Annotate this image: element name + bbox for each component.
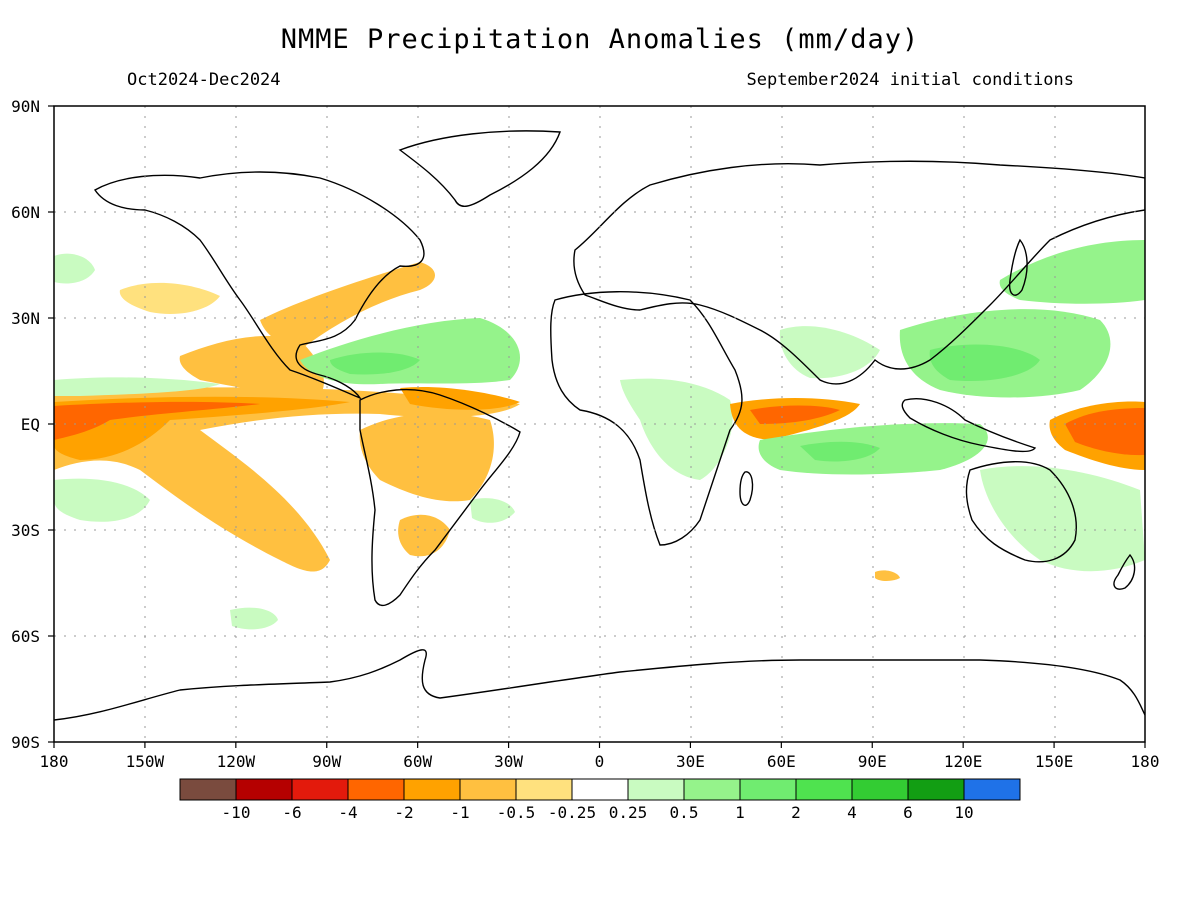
- colorbar-swatch: [179, 778, 237, 801]
- anomaly-south-pacific-small-wet: [230, 607, 278, 630]
- lat-label: 90S: [11, 733, 40, 752]
- colorbar-swatch: [683, 778, 741, 801]
- anomaly-amazon-dry: [359, 413, 494, 502]
- axis-ticks: [48, 105, 1146, 748]
- anomaly-east-pacific-dry-strong: [54, 401, 260, 440]
- coast-north-america: [93, 171, 425, 400]
- colorbar-label: 10: [954, 803, 973, 822]
- anomaly-west-indian-dry-core: [750, 405, 840, 424]
- colorbar-label: 1: [735, 803, 745, 822]
- lon-label: 60W: [403, 752, 432, 771]
- colorbar-swatch: [627, 778, 685, 801]
- latitude-labels: 90N 60N 30N EQ 30S 60S 90S: [11, 97, 40, 752]
- lon-label: 60E: [767, 752, 796, 771]
- lon-label: 180: [40, 752, 69, 771]
- map-title: NMME Precipitation Anomalies (mm/day): [280, 24, 920, 55]
- anomaly-south-pacific-wet: [54, 478, 150, 522]
- colorbar-label: -1: [450, 803, 469, 822]
- colorbar-swatch: [739, 778, 797, 801]
- colorbar-label: 2: [791, 803, 801, 822]
- lon-label: 120E: [944, 752, 983, 771]
- graticule: [54, 106, 1145, 742]
- coast-africa: [550, 291, 743, 546]
- longitude-labels: 180 150W 120W 90W 60W 30W 0 30E 60E 90E 120E 150E 18…: [40, 752, 1160, 771]
- colorbar-label: 0.25: [609, 803, 648, 822]
- coastlines: [54, 130, 1145, 721]
- colorbar-label: 6: [903, 803, 913, 822]
- lon-label: 150W: [126, 752, 165, 771]
- anomaly-north-pacific-dry: [119, 282, 220, 315]
- colorbar-swatch: [851, 778, 909, 801]
- forecast-period: Oct2024-Dec2024: [127, 70, 281, 90]
- lat-label: EQ: [21, 415, 40, 434]
- colorbar-label: -10: [222, 803, 251, 822]
- lon-label: 30E: [676, 752, 705, 771]
- lat-label: 30S: [11, 521, 40, 540]
- anomaly-indian-ocean-wet-core: [800, 441, 880, 462]
- colorbar-label: -2: [394, 803, 413, 822]
- anomaly-west-pacific-dry-core: [1065, 408, 1145, 456]
- anomaly-pacific-north-wet: [54, 377, 220, 396]
- anomaly-south-brazil-dry: [398, 514, 450, 557]
- colorbar-swatch: [291, 778, 349, 801]
- anomaly-caribbean-wet: [300, 318, 520, 385]
- colorbar-label: -4: [338, 803, 357, 822]
- anomaly-us-atlantic-dry: [260, 262, 435, 350]
- colorbar-swatch: [459, 778, 517, 801]
- anomaly-east-pacific-dry: [54, 387, 520, 572]
- lon-label: 150E: [1035, 752, 1074, 771]
- coast-madagascar: [739, 471, 754, 506]
- coast-indonesia: [901, 398, 1037, 453]
- colorbar-label: -6: [282, 803, 301, 822]
- coast-australia: [965, 461, 1077, 563]
- colorbar-swatch: [403, 778, 461, 801]
- anomaly-shading: [54, 240, 1145, 630]
- lat-label: 60S: [11, 627, 40, 646]
- coast-new-zealand: [1113, 553, 1136, 590]
- colorbar-label: -0.5: [497, 803, 536, 822]
- lat-label: 90N: [11, 97, 40, 116]
- colorbar-swatch: [795, 778, 853, 801]
- anomaly-north-pacific-east-asia-wet: [999, 240, 1145, 304]
- coast-greenland: [398, 130, 561, 207]
- coast-antarctica: [54, 649, 1145, 721]
- colorbar-labels: -10 -6 -4 -2 -1 -0.5 -0.25 0.25 0.5 1 2 4 6 10: [222, 803, 974, 822]
- colorbar-swatch: [235, 778, 293, 801]
- colorbar-swatch: [963, 778, 1021, 801]
- colorbar-label: 0.5: [670, 803, 699, 822]
- colorbar-swatch: [907, 778, 965, 801]
- anomaly-south-indian-dry: [875, 570, 900, 581]
- colorbar-swatch: [347, 778, 405, 801]
- anomaly-caribbean-wet-core: [330, 352, 420, 375]
- colorbar-swatch: [571, 778, 629, 801]
- lon-label: 0: [595, 752, 605, 771]
- anomaly-south-atlantic-wet: [470, 498, 515, 523]
- lat-label: 60N: [11, 203, 40, 222]
- lon-label: 120W: [217, 752, 256, 771]
- anomaly-maritime-wet-core: [929, 344, 1040, 382]
- anomaly-north-pacific-wet: [54, 253, 95, 284]
- colorbar-swatch: [515, 778, 573, 801]
- lon-label: 90E: [858, 752, 887, 771]
- colorbar-label: 4: [847, 803, 857, 822]
- coast-eurasia: [573, 160, 1145, 385]
- colorbar: [179, 778, 1021, 801]
- lat-label: 30N: [11, 309, 40, 328]
- anomaly-australia-wet: [980, 466, 1145, 572]
- anomaly-mexico-dry: [179, 335, 324, 396]
- lon-label: 90W: [312, 752, 341, 771]
- coast-south-america: [359, 388, 521, 607]
- initial-conditions: September2024 initial conditions: [746, 70, 1074, 90]
- lon-label: 180: [1131, 752, 1160, 771]
- anomaly-africa-wet: [620, 378, 733, 480]
- lon-label: 30W: [494, 752, 523, 771]
- coast-japan: [1008, 238, 1028, 296]
- colorbar-label: -0.25: [548, 803, 596, 822]
